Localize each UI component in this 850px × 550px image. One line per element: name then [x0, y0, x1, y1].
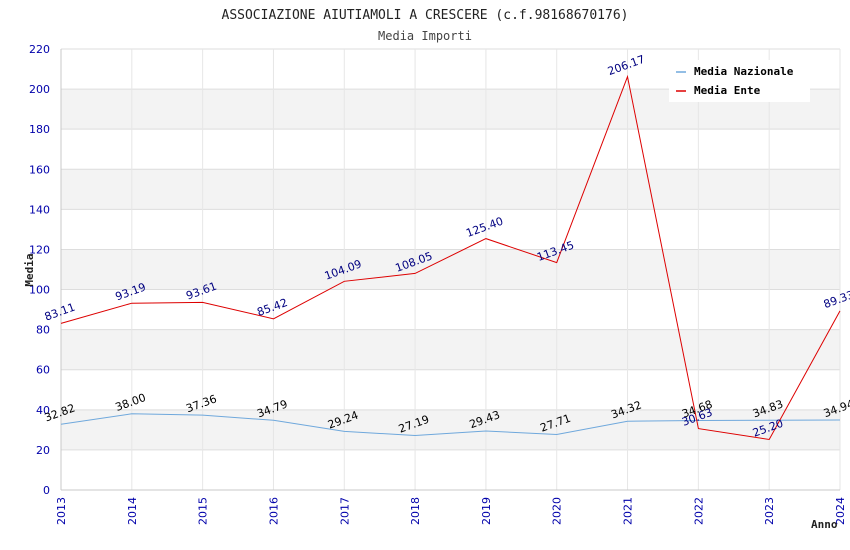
y-tick-label: 60	[36, 364, 50, 377]
y-tick-label: 80	[36, 324, 50, 337]
y-tick-label: 40	[36, 404, 50, 417]
x-tick-label: 2021	[622, 497, 635, 525]
x-tick-label: 2018	[409, 497, 422, 525]
legend-label-media-ente: Media Ente	[694, 84, 761, 97]
y-tick-label: 0	[43, 484, 50, 497]
y-tick-label: 180	[29, 123, 50, 136]
x-tick-label: 2019	[480, 497, 493, 525]
y-tick-label: 20	[36, 444, 50, 457]
x-tick-label: 2016	[267, 497, 280, 525]
background-band	[61, 329, 840, 370]
x-tick-label: 2013	[55, 497, 68, 525]
x-tick-label: 2024	[834, 497, 847, 525]
x-tick-label: 2020	[551, 497, 564, 525]
data-label: 85.42	[255, 296, 289, 319]
y-tick-label: 160	[29, 163, 50, 176]
y-tick-label: 120	[29, 243, 50, 256]
y-tick-labels: 0 20 40 60 80 100 120 140 160 180 200 220	[29, 43, 50, 497]
y-tick-label: 140	[29, 203, 50, 216]
series-line-media-ente	[60, 74, 841, 441]
y-tick-label: 100	[29, 284, 50, 297]
legend: Media Nazionale Media Ente	[669, 60, 810, 102]
x-tick-label: 2014	[126, 497, 139, 525]
series-lines	[60, 74, 841, 441]
x-axis-label: Anno	[811, 518, 838, 531]
background-band	[61, 409, 840, 450]
x-tick-label: 2015	[197, 497, 210, 525]
data-label: 206.17	[606, 53, 647, 78]
legend-label-media-nazionale: Media Nazionale	[694, 65, 794, 78]
x-tick-label: 2023	[763, 497, 776, 525]
y-axis-label: Media	[23, 253, 36, 286]
y-tick-label: 220	[29, 43, 50, 56]
y-tick-label: 200	[29, 83, 50, 96]
data-label: 125.40	[464, 215, 505, 240]
x-tick-labels: 2013 2014 2015 2016 2017 2018 2019 2020 2021 2022…	[55, 497, 847, 525]
chart-title: ASSOCIAZIONE AIUTIAMOLI A CRESCERE (c.f.…	[222, 8, 629, 23]
plot-background-bands	[61, 89, 840, 450]
series-line-media-nazionale	[60, 413, 841, 437]
gridlines	[60, 48, 841, 491]
x-tick-label: 2022	[692, 497, 705, 525]
data-label: 89.33	[822, 288, 850, 311]
background-band	[61, 169, 840, 210]
legend-box	[669, 60, 810, 102]
x-tick-label: 2017	[338, 497, 351, 525]
chart-subtitle: Media Importi	[378, 29, 472, 43]
